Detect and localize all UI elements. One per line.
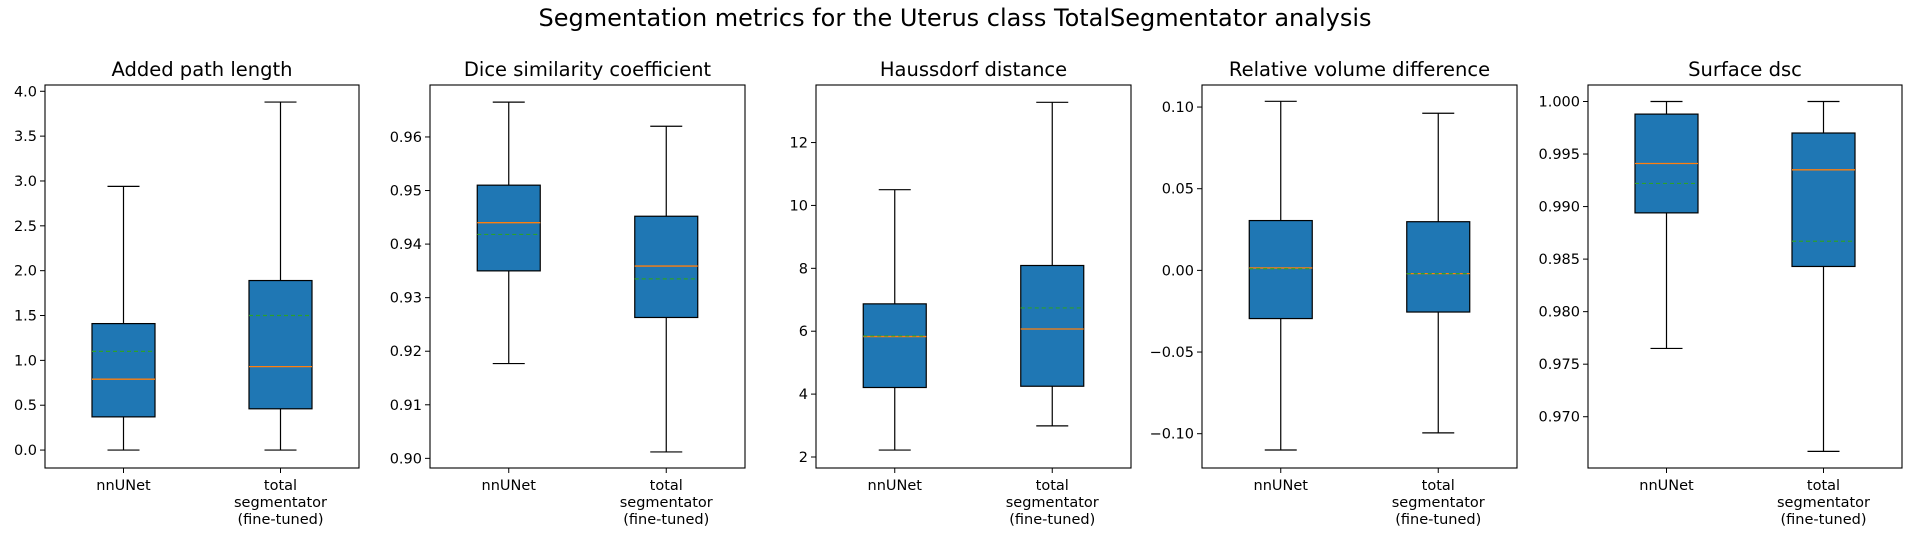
y-tick-label: 0.5 bbox=[14, 398, 37, 414]
y-tick-label: 2.0 bbox=[14, 264, 37, 280]
y-tick-label: −0.05 bbox=[1150, 345, 1194, 361]
box-2 bbox=[248, 101, 313, 451]
subplot-title: Added path length bbox=[111, 58, 292, 81]
y-tick-label: 12 bbox=[790, 136, 808, 152]
x-tick-label: nnUNet bbox=[868, 478, 923, 494]
y-tick-label: 0.10 bbox=[1162, 100, 1194, 116]
iqr-box bbox=[248, 279, 313, 410]
box-2 bbox=[1406, 112, 1471, 434]
y-tick-label: 6 bbox=[799, 324, 808, 340]
y-tick-label: 0.05 bbox=[1162, 182, 1194, 198]
x-tick-label: total segmentator (fine-tuned) bbox=[1006, 478, 1099, 528]
y-tick-label: 3.5 bbox=[14, 129, 37, 145]
y-tick-label: 0.00 bbox=[1162, 263, 1194, 279]
y-tick-label: 0.995 bbox=[1538, 147, 1580, 163]
y-tick-label: 3.0 bbox=[14, 174, 37, 190]
y-tick-label: 1.0 bbox=[14, 353, 37, 369]
box-2 bbox=[1791, 100, 1856, 452]
axes-frame bbox=[1201, 84, 1518, 469]
figure-title: Segmentation metrics for the Uterus clas… bbox=[538, 4, 1372, 32]
subplot-1: Added path length 0.0 0.5 1.0 1.5 2.0 2.5 3.0 3.… bbox=[14, 58, 360, 528]
y-tick-label: 10 bbox=[790, 198, 808, 214]
x-tick-label: total segmentator (fine-tuned) bbox=[1777, 478, 1870, 528]
iqr-box bbox=[1020, 264, 1085, 387]
y-tick-label: 0.92 bbox=[390, 344, 422, 360]
y-tick-label: 0.970 bbox=[1538, 410, 1580, 426]
y-tick-label: 0.0 bbox=[14, 443, 37, 459]
iqr-box bbox=[1248, 219, 1313, 320]
box-1 bbox=[476, 101, 541, 365]
subplot-title: Relative volume difference bbox=[1229, 58, 1490, 81]
x-tick-label: total segmentator (fine-tuned) bbox=[234, 478, 327, 528]
y-tick-label: 0.91 bbox=[390, 398, 422, 414]
x-tick-label: nnUNet bbox=[1639, 478, 1694, 494]
subplot-title: Surface dsc bbox=[1688, 58, 1802, 81]
y-tick-label: 0.95 bbox=[390, 184, 422, 200]
axes-frame bbox=[44, 84, 360, 469]
box-1 bbox=[1248, 100, 1313, 451]
iqr-box bbox=[476, 184, 541, 272]
iqr-box bbox=[634, 215, 699, 319]
axes-frame bbox=[1587, 84, 1903, 469]
y-tick-label: 4 bbox=[799, 387, 808, 403]
y-tick-label: 2 bbox=[799, 450, 808, 466]
y-tick-label: 0.90 bbox=[390, 451, 422, 467]
y-tick-label: 4.0 bbox=[14, 84, 37, 100]
y-tick-label: 0.975 bbox=[1538, 357, 1580, 373]
y-tick-label: 1.5 bbox=[14, 309, 37, 325]
subplot-2: Dice similarity coefficient 0.90 0.91 0.92 0… bbox=[390, 58, 746, 528]
subplot-5: Surface dsc 0.970 0.975 0.980 0.985 0.990 0.99… bbox=[1538, 58, 1903, 528]
subplot-4: Relative volume difference −0.10 −0.05 0.00… bbox=[1150, 58, 1518, 528]
y-tick-label: 0.985 bbox=[1538, 252, 1580, 268]
axes-frame bbox=[429, 84, 746, 469]
iqr-box bbox=[91, 322, 156, 418]
x-tick-label: total segmentator (fine-tuned) bbox=[620, 478, 713, 528]
y-tick-label: 0.990 bbox=[1538, 200, 1580, 216]
y-tick-label: 2.5 bbox=[14, 219, 37, 235]
y-tick-label: 8 bbox=[799, 261, 808, 277]
x-tick-label: total segmentator (fine-tuned) bbox=[1392, 478, 1485, 528]
subplot-title: Dice similarity coefficient bbox=[464, 58, 712, 81]
iqr-box bbox=[1791, 132, 1856, 268]
iqr-box bbox=[862, 303, 927, 389]
box-2 bbox=[634, 125, 699, 453]
subplot-3: Haussdorf distance 2 4 6 8 10 12 nnUNet total seg… bbox=[790, 58, 1132, 528]
box-1 bbox=[1634, 100, 1699, 350]
y-tick-label: 0.96 bbox=[390, 130, 422, 146]
axes-frame bbox=[815, 84, 1132, 469]
y-tick-label: 1.000 bbox=[1538, 94, 1580, 110]
y-tick-label: 0.980 bbox=[1538, 305, 1580, 321]
y-tick-label: −0.10 bbox=[1150, 427, 1194, 443]
x-tick-label: nnUNet bbox=[482, 478, 537, 494]
x-tick-label: nnUNet bbox=[1254, 478, 1309, 494]
y-tick-label: 0.94 bbox=[390, 237, 422, 253]
iqr-box bbox=[1406, 221, 1471, 313]
y-tick-label: 0.93 bbox=[390, 291, 422, 307]
box-1 bbox=[91, 185, 156, 451]
subplot-title: Haussdorf distance bbox=[880, 58, 1067, 81]
x-tick-label: nnUNet bbox=[96, 478, 151, 494]
box-2 bbox=[1020, 101, 1085, 427]
box-1 bbox=[862, 189, 927, 451]
